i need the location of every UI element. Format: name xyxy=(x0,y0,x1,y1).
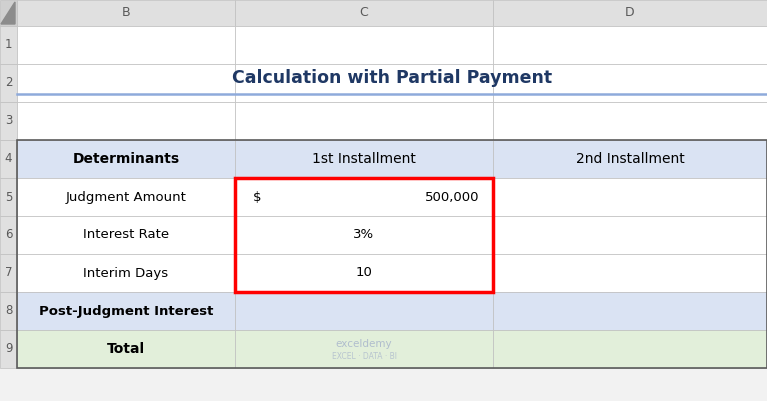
Text: Interest Rate: Interest Rate xyxy=(83,229,169,241)
Bar xyxy=(17,140,235,178)
Bar xyxy=(17,102,235,140)
Bar xyxy=(235,292,493,330)
Bar xyxy=(17,26,235,64)
Bar xyxy=(493,64,767,102)
Bar xyxy=(493,140,767,178)
Bar xyxy=(235,178,493,292)
Text: 5: 5 xyxy=(5,190,12,203)
Text: 10: 10 xyxy=(356,267,373,279)
Bar xyxy=(0,26,17,64)
Bar xyxy=(0,178,17,216)
Bar xyxy=(235,178,493,216)
Text: exceldemy: exceldemy xyxy=(336,339,392,349)
Bar xyxy=(235,330,493,368)
Text: Judgment Amount: Judgment Amount xyxy=(65,190,186,203)
Text: $: $ xyxy=(253,190,262,203)
Bar xyxy=(17,330,235,368)
Bar xyxy=(17,0,235,26)
Bar xyxy=(235,64,493,102)
Bar xyxy=(0,330,17,368)
Bar xyxy=(235,0,493,26)
Bar xyxy=(0,140,17,178)
Bar xyxy=(17,64,235,102)
Bar xyxy=(493,0,767,26)
Text: 1st Installment: 1st Installment xyxy=(312,152,416,166)
Text: 2: 2 xyxy=(5,77,12,89)
Text: Determinants: Determinants xyxy=(72,152,179,166)
Bar xyxy=(235,216,493,254)
Bar xyxy=(493,26,767,64)
Bar xyxy=(17,140,767,368)
Bar xyxy=(235,140,493,178)
Bar xyxy=(17,292,235,330)
Bar xyxy=(493,254,767,292)
Text: EXCEL · DATA · BI: EXCEL · DATA · BI xyxy=(331,352,397,361)
Bar xyxy=(17,216,235,254)
Bar xyxy=(493,102,767,140)
Bar xyxy=(0,64,17,102)
Text: 3: 3 xyxy=(5,115,12,128)
Text: Calculation with Partial Payment: Calculation with Partial Payment xyxy=(232,69,552,87)
Text: C: C xyxy=(360,6,368,20)
Bar xyxy=(17,178,235,216)
Polygon shape xyxy=(1,2,15,24)
Bar xyxy=(493,178,767,216)
Text: 8: 8 xyxy=(5,304,12,318)
Text: 4: 4 xyxy=(5,152,12,166)
Text: 6: 6 xyxy=(5,229,12,241)
Bar xyxy=(235,26,493,64)
Text: Total: Total xyxy=(107,342,145,356)
Bar xyxy=(17,254,235,292)
Bar xyxy=(0,0,17,26)
Bar xyxy=(0,292,17,330)
Text: 500,000: 500,000 xyxy=(424,190,479,203)
Text: 2nd Installment: 2nd Installment xyxy=(575,152,684,166)
Bar xyxy=(0,216,17,254)
Bar xyxy=(493,216,767,254)
Bar xyxy=(235,102,493,140)
Text: Interim Days: Interim Days xyxy=(84,267,169,279)
Text: D: D xyxy=(625,6,635,20)
Text: 3%: 3% xyxy=(354,229,374,241)
Text: 1: 1 xyxy=(5,38,12,51)
Bar xyxy=(235,254,493,292)
Text: 9: 9 xyxy=(5,342,12,356)
Text: 7: 7 xyxy=(5,267,12,279)
Bar xyxy=(493,330,767,368)
Bar xyxy=(0,254,17,292)
Bar xyxy=(0,102,17,140)
Text: Post-Judgment Interest: Post-Judgment Interest xyxy=(39,304,213,318)
Text: B: B xyxy=(122,6,130,20)
Bar xyxy=(493,292,767,330)
